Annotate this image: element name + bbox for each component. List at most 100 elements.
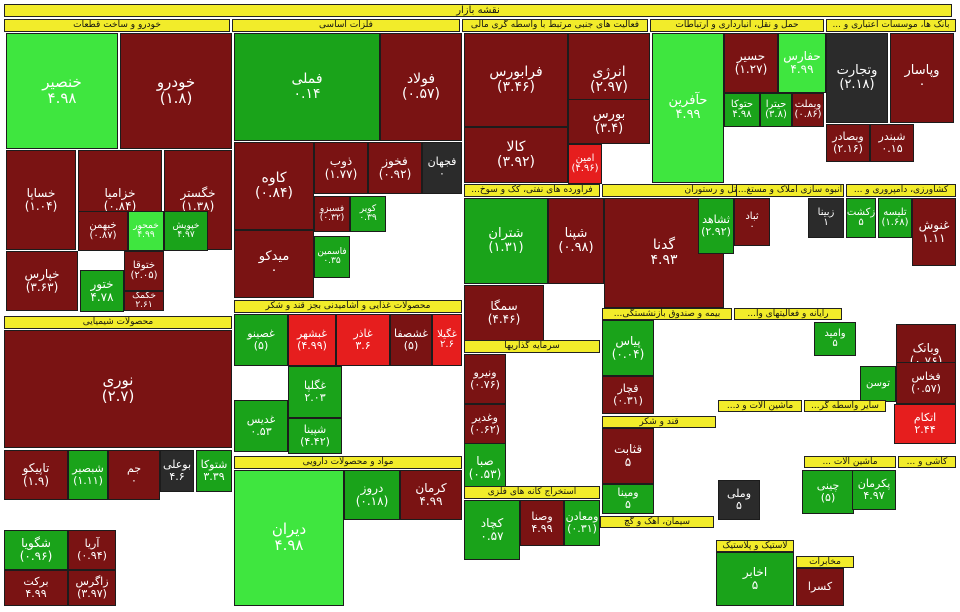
stock-tile[interactable]: توسن — [860, 366, 896, 402]
stock-tile[interactable]: ذوب (۱.۷۷) — [314, 142, 368, 194]
stock-tile[interactable]: غبشهر (۴.۹۹) — [288, 314, 336, 366]
group-header-bime[interactable]: بیمه و صندوق بازنشستگی... — [602, 308, 732, 320]
stock-tile[interactable]: شپینا (۴.۴۲) — [288, 418, 342, 454]
stock-tile[interactable]: حیترا (۳.۸) — [760, 93, 792, 127]
group-header-makhaberat[interactable]: مخابرات — [796, 556, 854, 568]
stock-tile[interactable]: خپارس (۳.۶۳) — [6, 251, 78, 311]
stock-tile[interactable]: فسبزو (۰.۳۲) — [314, 196, 350, 232]
stock-tile[interactable]: فجهان ۰ — [422, 142, 462, 194]
group-header-kashi[interactable]: کاشی و ... — [898, 456, 956, 468]
stock-tile[interactable]: شپنا (۰.۹۸) — [548, 198, 604, 284]
stock-tile[interactable]: آریا (۰.۹۴) — [68, 530, 116, 570]
group-header-khodro[interactable]: خودرو و ساخت قطعات — [4, 19, 230, 32]
stock-tile[interactable]: وامید ۵ — [814, 322, 856, 356]
stock-tile[interactable]: خودرو (۱.۸) — [120, 33, 232, 149]
stock-tile[interactable]: وصنا ۴.۹۹ — [520, 500, 564, 546]
stock-tile[interactable]: شتوکا ۳.۳۹ — [196, 450, 232, 492]
stock-tile[interactable]: خساپا (۱.۰۴) — [6, 150, 76, 250]
group-header-mashin[interactable]: ماشین آلات و د... — [718, 400, 802, 412]
stock-tile[interactable]: غصینو (۵) — [234, 314, 288, 366]
group-header-felezat[interactable]: فلزات اساسی — [232, 19, 460, 32]
stock-tile[interactable]: ثباد ۰ — [734, 198, 770, 246]
stock-tile[interactable]: ثشاهد (۲.۹۲) — [698, 198, 734, 254]
stock-tile[interactable]: تلیسه (۱.۶۸) — [878, 198, 912, 238]
stock-tile[interactable]: وملی ۵ — [718, 480, 760, 520]
stock-tile[interactable]: بوعلی ۴.۶ — [160, 450, 194, 492]
stock-tile[interactable]: ختوقا (۲.۰۵) — [124, 251, 164, 291]
stock-tile[interactable]: حآفرین ۴.۹۹ — [652, 33, 724, 183]
group-header-ghaza[interactable]: محصولات غذایی و آشامیدنی بجز قند و شکر — [234, 300, 462, 313]
stock-tile[interactable]: امین (۴.۹۶) — [568, 144, 602, 184]
stock-tile[interactable]: ونیرو (۰.۷۶) — [464, 354, 506, 404]
stock-tile[interactable]: دروز (۰.۱۸) — [344, 470, 400, 520]
stock-tile[interactable]: غدیس ۰.۵۳ — [234, 400, 288, 452]
stock-tile[interactable]: فخاس (۰.۵۷) — [896, 362, 956, 404]
stock-tile[interactable]: کرمان ۴.۹۹ — [400, 470, 462, 520]
stock-tile[interactable]: حتوکا ۴.۹۸ — [724, 93, 760, 127]
stock-tile[interactable]: میدکو ۰ — [234, 230, 314, 298]
stock-tile[interactable]: خنصیر ۴.۹۸ — [6, 33, 118, 149]
stock-tile[interactable]: زاگرس (۳.۹۷) — [68, 570, 116, 606]
group-header-keshavarzi[interactable]: کشاورزی، دامپروری و ... — [846, 184, 956, 197]
stock-tile[interactable]: فولاد (۰.۵۷) — [380, 33, 462, 141]
stock-tile[interactable]: وپاسار ۰ — [890, 33, 954, 123]
stock-tile[interactable]: شگویا (۰.۹۶) — [4, 530, 68, 570]
stock-tile[interactable]: بورس (۳.۴) — [568, 99, 650, 144]
group-header-estekhraj[interactable]: استخراج کانه های فلزی — [464, 486, 600, 499]
group-header-plastic[interactable]: لاستیک و پلاستیک — [716, 540, 794, 552]
stock-tile[interactable]: غگلپا ۲.۰۳ — [288, 366, 342, 418]
stock-tile[interactable]: کویر ۰.۳۹ — [350, 196, 386, 232]
stock-tile[interactable]: کاوه (۰.۸۴) — [234, 142, 314, 230]
stock-tile[interactable]: تاپیکو (۱.۹) — [4, 450, 68, 500]
stock-tile[interactable]: اخابر ۵ — [716, 552, 794, 606]
stock-tile[interactable]: جم ۰ — [108, 450, 160, 500]
stock-tile[interactable]: قچار (۰.۳۱) — [602, 376, 654, 414]
stock-tile[interactable]: قثابت ۵ — [602, 428, 654, 484]
stock-tile[interactable]: وبملت (۰.۸۶) — [792, 93, 824, 127]
group-header-ghand[interactable]: قند و شکر — [602, 416, 716, 428]
stock-tile[interactable]: خبهمن (۰.۸۷) — [78, 211, 128, 251]
stock-tile[interactable]: حسیر (۱.۲۷) — [724, 33, 778, 93]
group-header-naft[interactable]: فراورده های نفتی، کک و سوخ... — [464, 184, 600, 197]
group-header-rayaneh[interactable]: رایانه و فعالیتهای وا... — [734, 308, 842, 320]
stock-tile[interactable]: کسرا — [796, 568, 844, 606]
group-header-shimiaei[interactable]: محصولات شیمیایی — [4, 316, 232, 329]
stock-tile[interactable]: فملی ۰.۱۴ — [234, 33, 380, 141]
group-header-bank[interactable]: بانک ها، موسسات اعتباری و ... — [826, 19, 956, 32]
stock-tile[interactable]: وغدیر (۰.۶۲) — [464, 404, 506, 444]
stock-tile[interactable]: فخوز (۰.۹۲) — [368, 142, 422, 194]
group-header-barghi[interactable]: ماشین آلات ... — [804, 456, 896, 468]
stock-tile[interactable]: کچاد ۰.۵۷ — [464, 500, 520, 560]
stock-tile[interactable]: پکرمان ۴.۹۷ — [852, 470, 896, 510]
stock-tile[interactable]: ختور ۴.۷۸ — [80, 270, 124, 312]
group-header-amlak[interactable]: انبوه سازی املاک و مستغ... — [736, 184, 844, 197]
group-header-siman[interactable]: سیمان، آهک و گچ — [600, 516, 714, 528]
stock-tile[interactable]: برکت ۴.۹۹ — [4, 570, 68, 606]
stock-tile[interactable]: خپویش ۴.۹۷ — [164, 211, 208, 251]
stock-tile[interactable]: نوری (۲.۷) — [4, 330, 232, 448]
stock-tile[interactable]: ومعادن (۰.۳۱) — [564, 500, 600, 546]
group-header-darouei[interactable]: مواد و محصولات دارویی — [234, 456, 462, 469]
stock-tile[interactable]: وتجارت (۲.۱۸) — [826, 33, 888, 123]
stock-tile[interactable]: دیران ۴.۹۸ — [234, 470, 344, 606]
stock-tile[interactable]: زبینا ۱ — [808, 198, 844, 238]
stock-tile[interactable]: شتران (۱.۳۱) — [464, 198, 548, 284]
stock-tile[interactable]: غاذر ۳.۶ — [336, 314, 390, 366]
stock-tile[interactable]: خمحور ۴.۹۹ — [128, 211, 164, 251]
stock-tile[interactable]: پیاس (۰.۰۴) — [602, 320, 654, 376]
stock-tile[interactable]: اتکام ۲.۴۴ — [894, 404, 956, 444]
stock-tile[interactable]: غشصفا (۵) — [390, 314, 432, 366]
stock-tile[interactable]: شبندر ۰.۱۵ — [870, 124, 914, 162]
stock-tile[interactable]: ومینا ۵ — [602, 484, 654, 514]
stock-tile[interactable]: فرابورس (۳.۴۶) — [464, 33, 568, 127]
stock-tile[interactable]: خکمک ۲.۶۱ — [124, 291, 164, 311]
stock-tile[interactable]: غنوش ۱.۱۱ — [912, 198, 956, 266]
stock-tile[interactable]: کالا (۳.۹۲) — [464, 127, 568, 183]
group-header-ertebatat[interactable]: حمل و نقل، انبارداری و ارتباطات — [650, 19, 824, 32]
group-header-sayer[interactable]: سایر واسطه گر... — [804, 400, 886, 412]
stock-tile[interactable]: شبصیر (۱.۱۱) — [68, 450, 108, 500]
stock-tile[interactable]: غگیلا ۲.۶ — [432, 314, 462, 366]
group-header-sarmaye[interactable]: سرمایه گذاریها — [464, 340, 600, 353]
stock-tile[interactable]: وبصادر (۲.۱۶) — [826, 124, 870, 162]
stock-tile[interactable]: سمگا (۴.۴۶) — [464, 285, 544, 341]
